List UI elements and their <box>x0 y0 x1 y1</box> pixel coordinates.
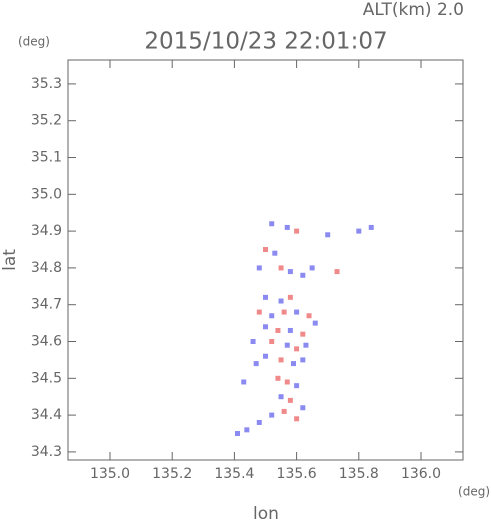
radar-pixel <box>281 309 287 315</box>
radar-pixel <box>294 228 300 234</box>
radar-pixel <box>272 250 278 256</box>
radar-pixel <box>263 324 268 330</box>
subtitle: ALT(km) 2.0 <box>363 0 464 20</box>
radar-pixel <box>275 375 281 381</box>
x-tick-label: 136.0 <box>401 466 441 482</box>
radar-pixel <box>263 353 268 359</box>
radar-pixel <box>300 357 306 363</box>
y-tick-label: 34.8 <box>31 260 62 276</box>
radar-pixel <box>294 416 300 422</box>
radar-pixel <box>287 327 293 333</box>
radar-pixel <box>275 327 281 333</box>
radar-pixel <box>300 331 306 337</box>
radar-pixel <box>325 232 331 238</box>
radar-pixel <box>287 397 293 403</box>
radar-pixel <box>334 269 340 275</box>
radar-pixel <box>300 405 306 411</box>
radar-pixel <box>294 309 300 315</box>
radar-pixel <box>303 342 309 348</box>
chart-title: 2015/10/23 22:01:07 <box>144 29 387 55</box>
radar-pixel <box>256 265 262 271</box>
y-tick-label: 35.1 <box>31 150 62 166</box>
radar-pixel <box>284 342 290 348</box>
radar-pixel <box>269 412 275 418</box>
y-tick-label: 35.0 <box>31 186 62 202</box>
radar-pixel <box>269 221 275 227</box>
radar-pixel <box>278 394 284 400</box>
radar-pixel <box>263 247 268 253</box>
radar-pixel <box>287 269 293 275</box>
plot-frame <box>67 59 464 461</box>
radar-pixel <box>284 224 290 230</box>
radar-pixel <box>306 313 312 319</box>
x-tick-label: 135.4 <box>214 466 254 482</box>
radar-pixel <box>294 383 300 389</box>
radar-pixel <box>290 361 296 367</box>
y-tick-label: 34.6 <box>31 334 62 350</box>
radar-pixel <box>294 346 300 352</box>
radar-pixel <box>269 313 275 319</box>
x-tick-label: 135.8 <box>339 466 379 482</box>
radar-pixel <box>356 228 362 234</box>
radar-pixel <box>278 265 284 271</box>
radar-pixel <box>256 309 262 315</box>
y-tick-label: 34.4 <box>31 407 62 423</box>
y-unit: (deg) <box>18 35 50 49</box>
y-axis-label: lat <box>0 249 20 271</box>
y-tick-label: 35.3 <box>31 76 62 92</box>
radar-pixel <box>281 408 287 414</box>
y-tick-label: 35.2 <box>31 113 62 129</box>
radar-pixel <box>256 419 262 425</box>
radar-pixel <box>278 298 284 304</box>
radar-pixel <box>278 357 284 363</box>
y-tick-label: 34.3 <box>31 444 62 460</box>
radar-pixel <box>300 272 306 278</box>
x-tick-label: 135.6 <box>277 466 317 482</box>
radar-pixel <box>368 224 374 230</box>
radar-pixel <box>253 361 259 367</box>
x-tick-label: 135.2 <box>152 466 192 482</box>
radar-pixel <box>241 379 247 385</box>
radar-pixel <box>244 427 250 433</box>
y-tick-label: 34.9 <box>31 223 62 239</box>
x-unit: (deg) <box>458 485 490 499</box>
x-axis-label: lon <box>253 504 279 521</box>
radar-pixel <box>312 320 318 326</box>
x-tick-label: 135.0 <box>90 466 130 482</box>
radar-pixel <box>235 431 241 437</box>
radar-pixel <box>269 339 275 345</box>
radar-pixel <box>287 294 293 300</box>
y-tick-label: 34.7 <box>31 297 62 313</box>
radar-pixel <box>309 265 315 271</box>
radar-pixel <box>250 339 256 345</box>
y-tick-label: 34.5 <box>31 370 62 386</box>
radar-pixel <box>284 379 290 385</box>
radar-pixel <box>263 294 268 300</box>
